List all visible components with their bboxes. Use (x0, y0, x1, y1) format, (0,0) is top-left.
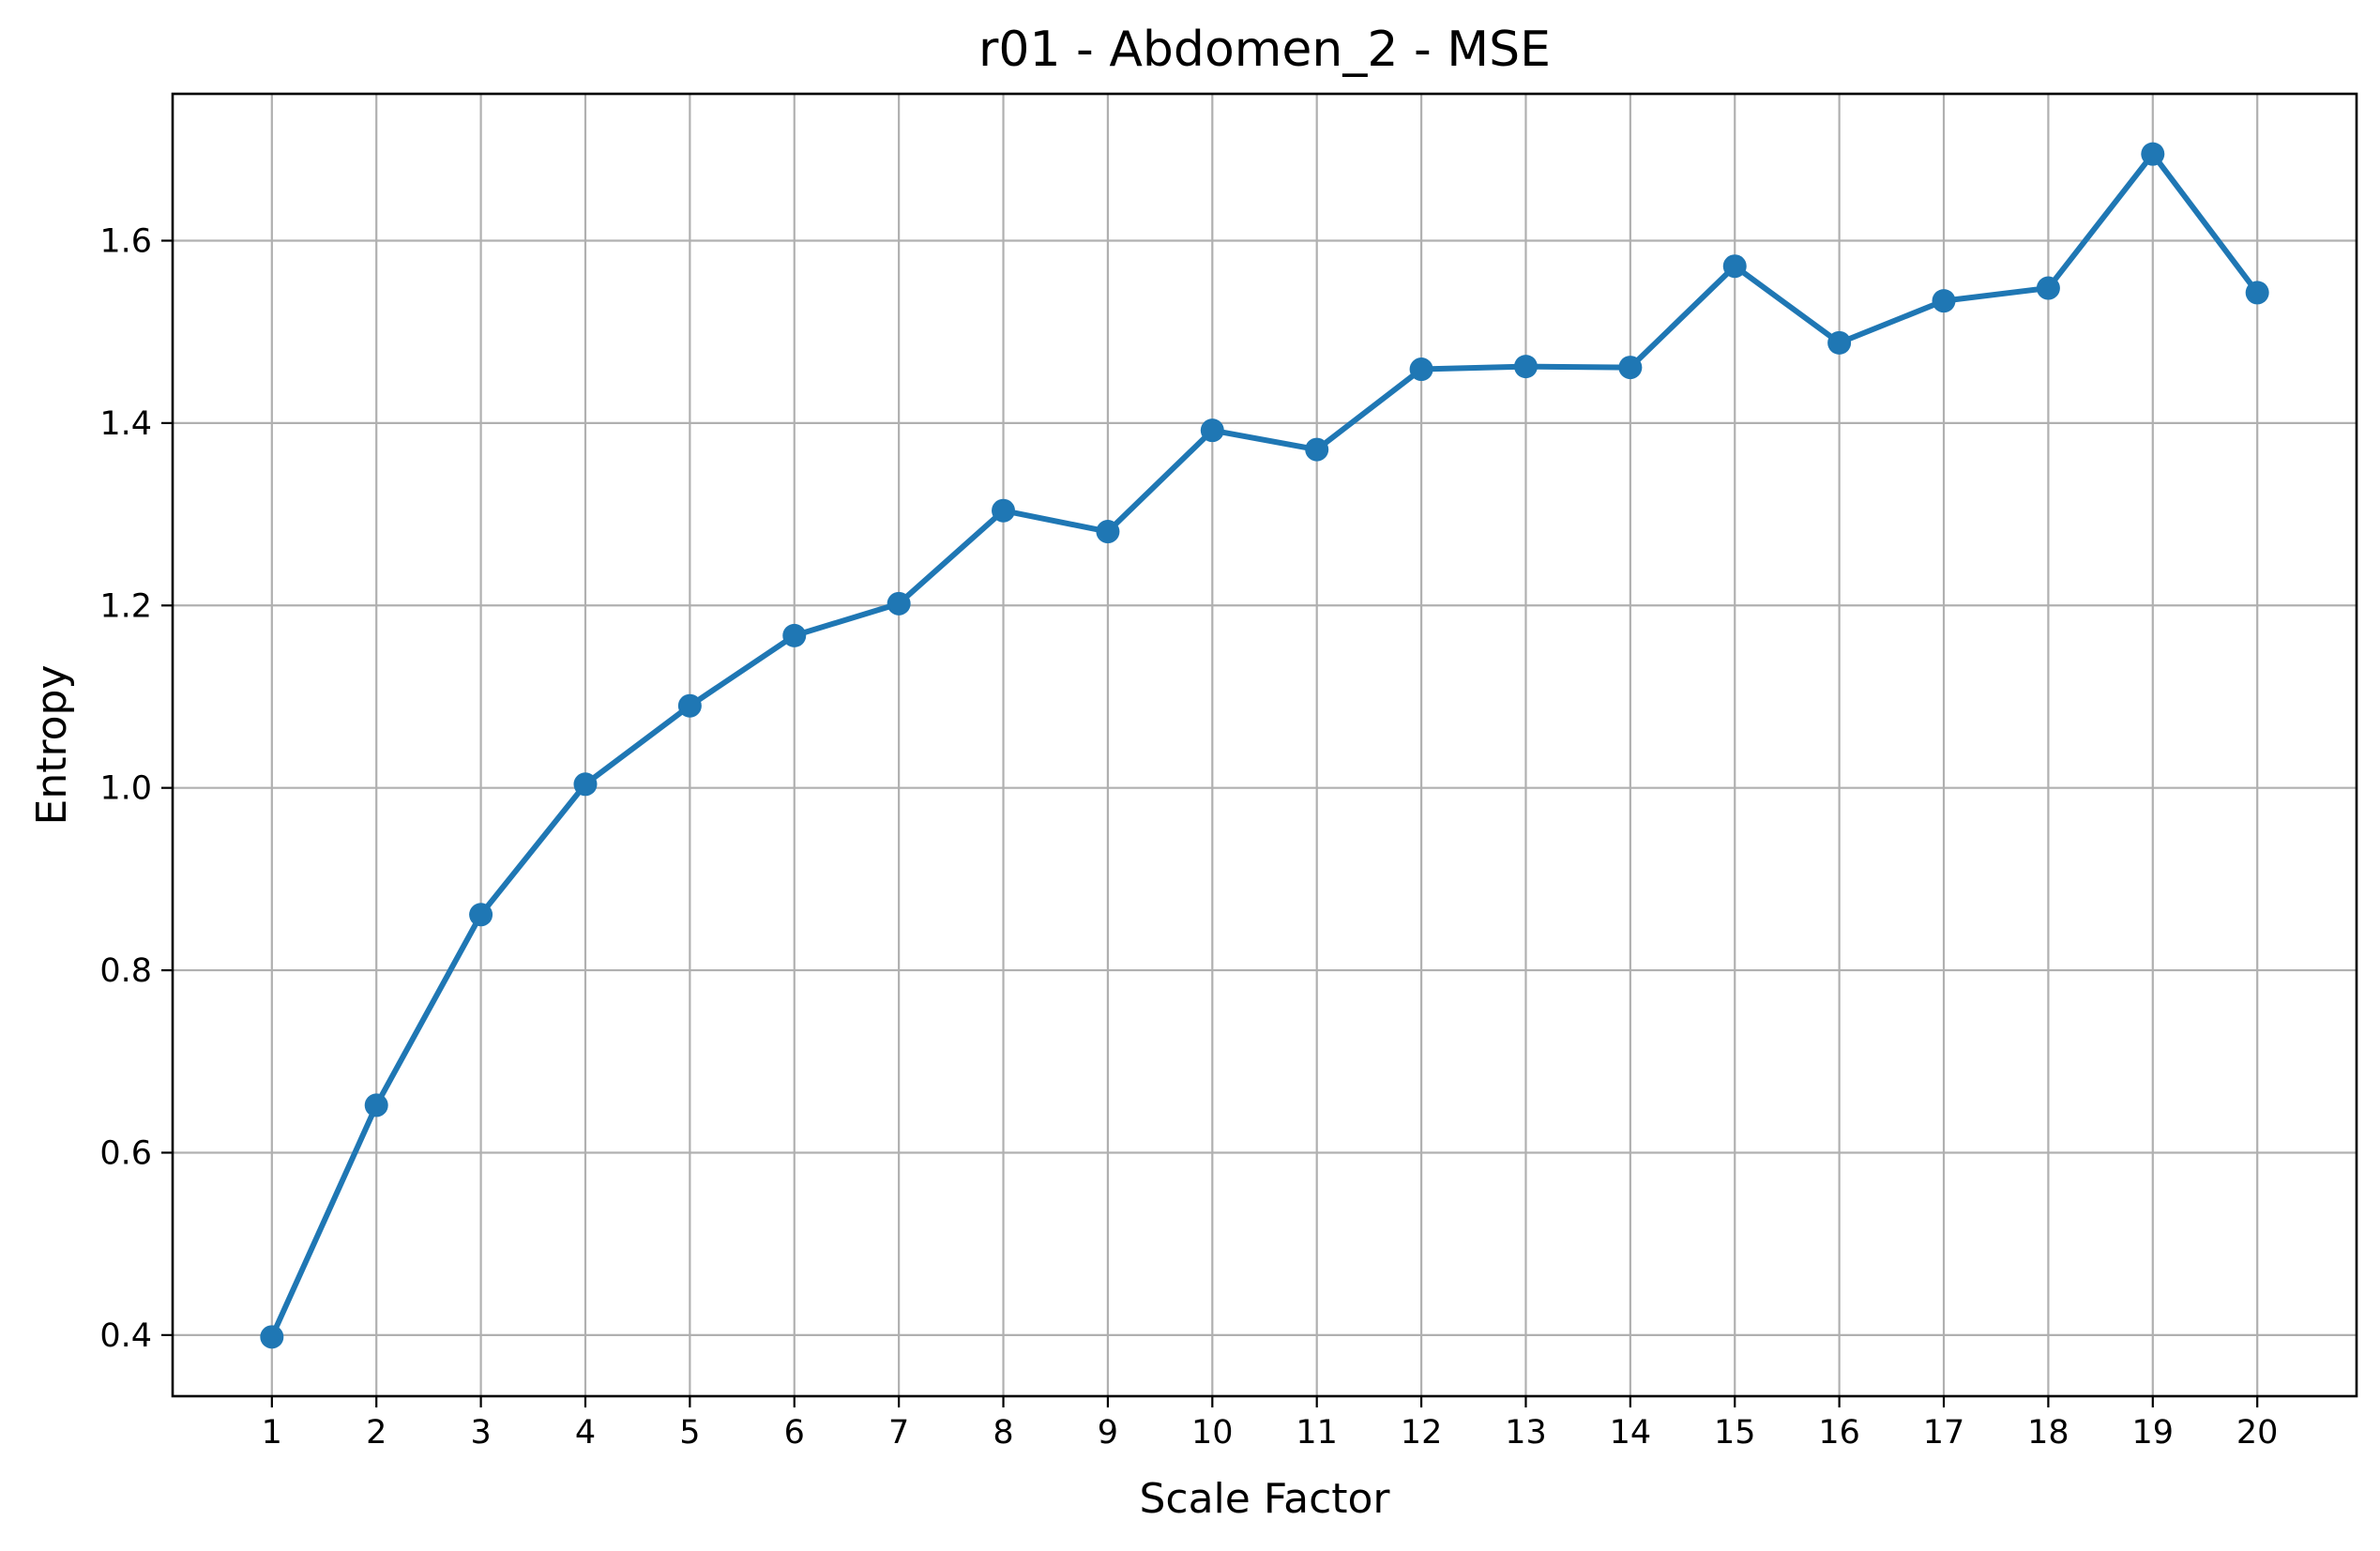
x-tick-label: 17 (1923, 1414, 1965, 1452)
data-point (260, 1325, 284, 1349)
x-tick-label: 3 (470, 1414, 491, 1452)
data-point (1827, 330, 1852, 355)
y-tick-label: 0.8 (99, 952, 152, 990)
series-line (268, 151, 2261, 1340)
plot-frame (171, 92, 2358, 1398)
data-point (992, 498, 1016, 523)
x-tick-label: 20 (2236, 1414, 2279, 1452)
data-point (1200, 418, 1224, 443)
data-point (2036, 276, 2060, 300)
data-point (1932, 289, 1956, 313)
x-axis-label: Scale Factor (1139, 1475, 1390, 1523)
data-point (1305, 437, 1329, 462)
data-point (677, 693, 702, 718)
series-points (260, 142, 2269, 1349)
x-tick-label: 5 (679, 1414, 700, 1452)
x-tick-label: 9 (1098, 1414, 1118, 1452)
x-tick-label: 11 (1296, 1414, 1338, 1452)
x-tick-label: 13 (1505, 1414, 1547, 1452)
x-tick-label: 14 (1610, 1414, 1652, 1452)
series-lines (268, 151, 2261, 1340)
data-point (2245, 281, 2269, 305)
y-tick-label: 1.4 (99, 405, 152, 443)
y-tick-label: 1.0 (99, 770, 152, 808)
y-tick-label: 1.6 (99, 222, 152, 260)
y-tick-label: 1.2 (99, 587, 152, 625)
x-tick-label: 1 (262, 1414, 282, 1452)
x-tick-label: 2 (366, 1414, 387, 1452)
y-tick-label: 0.6 (99, 1134, 152, 1172)
data-point (1618, 356, 1643, 380)
x-tick-label: 12 (1401, 1414, 1443, 1452)
data-point (887, 591, 911, 616)
x-tick-label: 18 (2027, 1414, 2069, 1452)
gridlines (173, 94, 2357, 1396)
x-tick-label: 10 (1191, 1414, 1234, 1452)
y-axis-label: Entropy (28, 665, 76, 826)
x-tick-label: 4 (575, 1414, 596, 1452)
data-point (1096, 520, 1120, 544)
x-tick-label: 15 (1714, 1414, 1756, 1452)
data-point (364, 1093, 388, 1118)
data-point (1409, 357, 1433, 382)
x-tick-label: 8 (993, 1414, 1013, 1452)
data-point (2141, 142, 2165, 166)
axis-ticks (161, 239, 2259, 1407)
chart-title: r01 - Abdomen_2 - MSE (978, 22, 1551, 78)
x-tick-label: 19 (2132, 1414, 2175, 1452)
data-point (573, 772, 598, 797)
x-tick-label: 16 (1818, 1414, 1860, 1452)
data-point (1513, 355, 1538, 379)
data-point (782, 623, 807, 647)
y-tick-label: 0.4 (99, 1317, 152, 1355)
x-tick-label: 7 (888, 1414, 909, 1452)
x-tick-labels: 1 2 3 4 5 6 7 8 9 10 11 12 13 14 15 16 17 18 19 20 (262, 1414, 2279, 1452)
data-point (1722, 254, 1747, 279)
data-point (469, 903, 493, 927)
y-tick-labels: 0.4 0.6 0.8 1.0 1.2 1.4 1.6 (99, 222, 152, 1354)
x-tick-label: 6 (784, 1414, 805, 1452)
